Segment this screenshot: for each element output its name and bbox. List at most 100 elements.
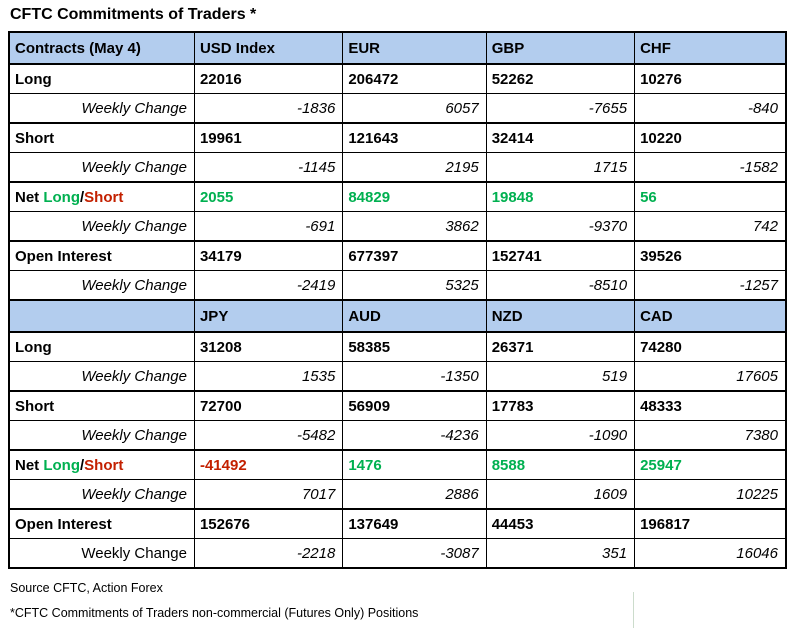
cell-value: 1715 (485, 152, 636, 183)
row-label: Weekly Change (8, 270, 195, 301)
row-label: Short (8, 390, 195, 421)
net-label-part: Short (84, 188, 124, 206)
corner-header-cell (8, 299, 195, 333)
footer: Source CFTC, Action Forex *CFTC Commitme… (10, 581, 418, 620)
column-header: NZD (485, 299, 636, 333)
cell-value: 519 (485, 361, 636, 392)
net-label-part: Short (84, 456, 124, 474)
column-header: CHF (634, 31, 787, 65)
table-row: Weekly Change 7017 2886 1609 10225 (8, 479, 787, 510)
row-label: Net Long/Short (8, 449, 195, 480)
cell-value: 19961 (193, 122, 344, 153)
cell-value: 1476 (342, 449, 487, 480)
row-label: Short (8, 122, 195, 153)
cell-value: 17783 (485, 390, 636, 421)
row-label: Net Long/Short (8, 181, 195, 212)
cell-value: -1090 (485, 420, 636, 451)
net-label-part: Net (15, 188, 44, 206)
section-1-header-row: Contracts (May 4) USD Index EUR GBP CHF (8, 31, 787, 65)
cell-value: 17605 (634, 361, 787, 392)
cell-value: 10225 (634, 479, 787, 510)
cell-value: -691 (193, 211, 344, 242)
cot-table: Contracts (May 4) USD Index EUR GBP CHF Long 2… (8, 31, 787, 569)
table-row: Weekly Change 1535 -1350 519 17605 (8, 361, 787, 392)
table-row: Net Long/Short -41492 1476 8588 25947 (8, 449, 787, 480)
cell-value: 56 (634, 181, 787, 212)
row-label: Weekly Change (8, 93, 195, 124)
cell-value: 1535 (193, 361, 344, 392)
cell-value: 5325 (342, 270, 487, 301)
column-header: USD Index (193, 31, 344, 65)
cell-value: 56909 (342, 390, 487, 421)
cell-value: 34179 (193, 240, 344, 271)
net-label-part: Long (43, 188, 80, 206)
table-row: Long 31208 58385 26371 74280 (8, 331, 787, 362)
corner-header-cell: Contracts (May 4) (8, 31, 195, 65)
cell-value: -1257 (634, 270, 787, 301)
source-text: Source CFTC, Action Forex (10, 581, 163, 595)
column-header: GBP (485, 31, 636, 65)
cell-value: 152741 (485, 240, 636, 271)
cell-value: -2218 (193, 538, 344, 569)
cell-value: 196817 (634, 508, 787, 539)
cell-value: -1350 (342, 361, 487, 392)
cell-value: 74280 (634, 331, 787, 362)
cell-value: 2195 (342, 152, 487, 183)
row-label: Open Interest (8, 240, 195, 271)
cell-value: 677397 (342, 240, 487, 271)
cell-value: 10276 (634, 63, 787, 94)
cell-value: 8588 (485, 449, 636, 480)
cell-value: 2055 (193, 181, 344, 212)
gridline-artifact (633, 592, 634, 628)
cell-value: 137649 (342, 508, 487, 539)
table-row: Long 22016 206472 52262 10276 (8, 63, 787, 94)
net-label-part: Long (43, 456, 80, 474)
cell-value: 32414 (485, 122, 636, 153)
table-row: Weekly Change -2218 -3087 351 16046 (8, 538, 787, 569)
cell-value: 6057 (342, 93, 487, 124)
cell-value: -3087 (342, 538, 487, 569)
cell-value: 31208 (193, 331, 344, 362)
section-2-header-row: JPY AUD NZD CAD (8, 299, 787, 333)
cell-value: 25947 (634, 449, 787, 480)
cell-value: 206472 (342, 63, 487, 94)
table-row: Weekly Change -691 3862 -9370 742 (8, 211, 787, 242)
cell-value: 22016 (193, 63, 344, 94)
cell-value: 48333 (634, 390, 787, 421)
cell-value: 742 (634, 211, 787, 242)
column-header: CAD (634, 299, 787, 333)
cell-value: -5482 (193, 420, 344, 451)
table-row: Open Interest 152676 137649 44453 196817 (8, 508, 787, 539)
row-label: Long (8, 331, 195, 362)
net-label-part: / (80, 188, 85, 206)
page-title: CFTC Commitments of Traders * (10, 6, 257, 23)
cell-value: 52262 (485, 63, 636, 94)
cell-value: -4236 (342, 420, 487, 451)
cell-value: -1145 (193, 152, 344, 183)
cell-value: -840 (634, 93, 787, 124)
cell-value: 26371 (485, 331, 636, 362)
cell-value: 84829 (342, 181, 487, 212)
table-row: Weekly Change -5482 -4236 -1090 7380 (8, 420, 787, 451)
cell-value: 44453 (485, 508, 636, 539)
cell-value: 3862 (342, 211, 487, 242)
cell-value: -9370 (485, 211, 636, 242)
column-header: JPY (193, 299, 344, 333)
net-label-part: Net (15, 456, 44, 474)
table-row: Weekly Change -1145 2195 1715 -1582 (8, 152, 787, 183)
row-label: Weekly Change (8, 479, 195, 510)
cell-value: 2886 (342, 479, 487, 510)
cell-value: 1609 (485, 479, 636, 510)
row-label: Long (8, 63, 195, 94)
table-row: Net Long/Short 2055 84829 19848 56 (8, 181, 787, 212)
footnote-text: *CFTC Commitments of Traders non-commerc… (10, 606, 419, 620)
cell-value: 16046 (634, 538, 787, 569)
cell-value: 72700 (193, 390, 344, 421)
row-label: Weekly Change (8, 420, 195, 451)
row-label: Open Interest (8, 508, 195, 539)
net-label-part: / (80, 456, 85, 474)
cell-value: -1582 (634, 152, 787, 183)
cell-value: 10220 (634, 122, 787, 153)
table-row: Weekly Change -1836 6057 -7655 -840 (8, 93, 787, 124)
row-label: Weekly Change (8, 538, 195, 569)
